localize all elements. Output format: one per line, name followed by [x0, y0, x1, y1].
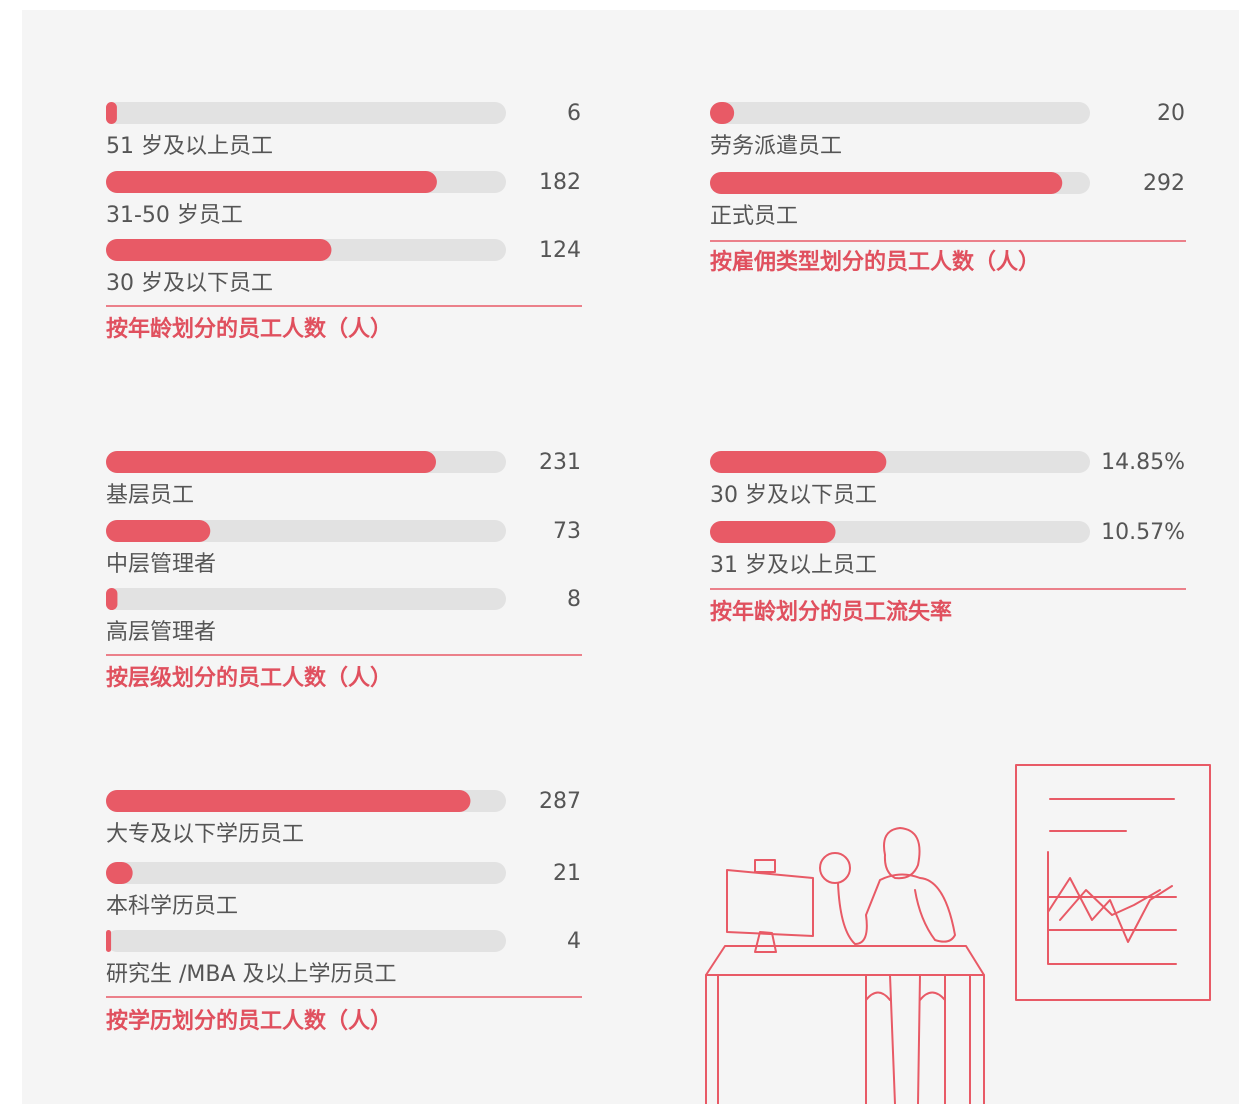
bar [106, 862, 133, 884]
bar [710, 451, 886, 473]
bar [106, 171, 437, 193]
category-label: 劳务派遣员工 [710, 134, 842, 159]
value-label: 10.57% [1101, 520, 1185, 545]
chart-title: 按层级划分的员工人数（人） [106, 665, 392, 691]
bar [710, 102, 734, 124]
category-label: 本科学历员工 [106, 894, 238, 919]
bar-track [106, 862, 506, 884]
chart-title: 按年龄划分的员工人数（人） [106, 316, 392, 342]
page: 651 岁及以上员工18231-50 岁员工12430 岁及以下员工按年龄划分的… [0, 0, 1239, 1104]
bar [106, 239, 331, 261]
category-label: 30 岁及以下员工 [710, 483, 877, 508]
category-label: 大专及以下学历员工 [106, 822, 304, 847]
bar [106, 930, 111, 952]
value-label: 14.85% [1101, 450, 1185, 475]
value-label: 182 [539, 170, 581, 195]
value-label: 20 [1157, 101, 1185, 126]
bar [710, 172, 1062, 194]
bar-track [106, 588, 506, 610]
category-label: 31-50 岁员工 [106, 203, 243, 228]
value-label: 292 [1143, 171, 1185, 196]
category-label: 51 岁及以上员工 [106, 134, 273, 159]
value-label: 4 [567, 929, 581, 954]
value-label: 287 [539, 789, 581, 814]
chart-title: 按学历划分的员工人数（人） [106, 1008, 392, 1034]
category-label: 正式员工 [710, 204, 798, 229]
bar [106, 451, 436, 473]
category-label: 基层员工 [106, 483, 194, 508]
chart-title: 按年龄划分的员工流失率 [710, 599, 952, 625]
category-label: 30 岁及以下员工 [106, 271, 273, 296]
category-label: 高层管理者 [106, 620, 216, 645]
value-label: 231 [539, 450, 581, 475]
category-label: 31 岁及以上员工 [710, 553, 877, 578]
value-label: 21 [553, 861, 581, 886]
bar [106, 790, 470, 812]
bar [106, 520, 210, 542]
category-label: 研究生 /MBA 及以上学历员工 [106, 962, 397, 987]
category-label: 中层管理者 [106, 552, 216, 577]
value-label: 124 [539, 238, 581, 263]
bar-track [106, 102, 506, 124]
value-label: 6 [567, 101, 581, 126]
bar [106, 588, 117, 610]
chart-title: 按雇佣类型划分的员工人数（人） [710, 249, 1040, 275]
bar [710, 521, 836, 543]
bar-track [710, 102, 1090, 124]
bar-track [106, 930, 506, 952]
value-label: 8 [567, 587, 581, 612]
value-label: 73 [553, 519, 581, 544]
bar [106, 102, 117, 124]
